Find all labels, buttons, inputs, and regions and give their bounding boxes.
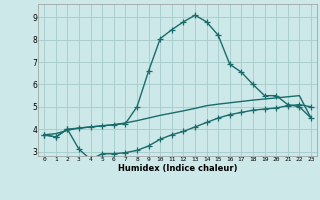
- X-axis label: Humidex (Indice chaleur): Humidex (Indice chaleur): [118, 164, 237, 173]
